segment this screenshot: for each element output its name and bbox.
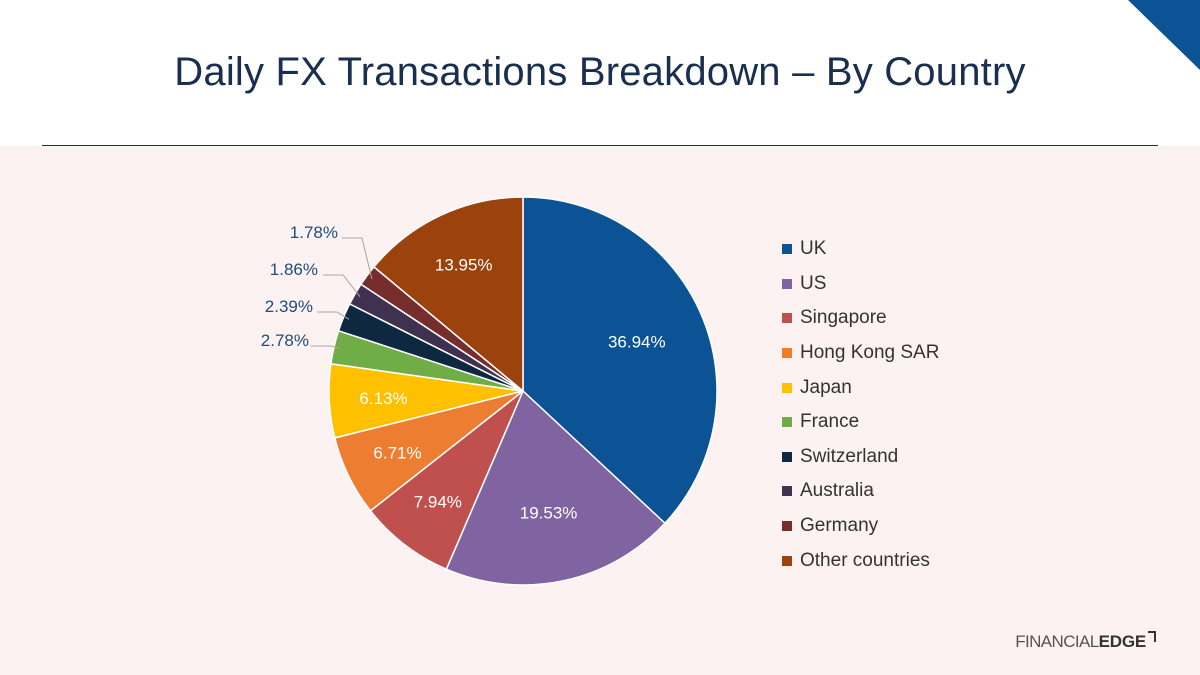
legend-swatch — [782, 244, 792, 255]
data-label-germany: 1.78% — [290, 223, 338, 242]
legend-label: Japan — [800, 376, 852, 398]
data-label-france: 2.78% — [261, 331, 309, 350]
legend-label: Other countries — [800, 549, 930, 571]
data-label-australia: 1.86% — [270, 260, 318, 279]
legend-item-us: US — [782, 267, 939, 302]
pie-slice-uk — [522, 196, 718, 525]
legend-swatch — [782, 313, 792, 324]
legend-label: US — [800, 272, 827, 294]
legend-swatch — [782, 348, 792, 359]
legend-item-singapore: Singapore — [782, 301, 939, 336]
chart-legend: UK US Singapore Hong Kong SAR Japan France Swi… — [782, 232, 939, 578]
brand-name-light: FINANCIAL — [1015, 632, 1099, 651]
leader-line-germany — [342, 237, 373, 280]
legend-item-france: France — [782, 405, 939, 440]
leader-line-switzerland — [317, 311, 350, 320]
legend-swatch — [782, 417, 792, 428]
legend-label: France — [800, 411, 860, 433]
legend-label: Switzerland — [800, 445, 899, 467]
legend-swatch — [782, 451, 792, 462]
title-divider — [42, 145, 1158, 146]
legend-item-other-countries: Other countries — [782, 543, 939, 578]
legend-label: Singapore — [800, 307, 887, 329]
legend-item-japan: Japan — [782, 370, 939, 405]
data-label-other-countries: 13.95% — [435, 256, 493, 275]
legend-label: Germany — [800, 515, 879, 537]
pie-slice-other-countries — [372, 196, 524, 393]
data-label-us: 19.53% — [520, 504, 578, 523]
legend-swatch — [782, 486, 792, 497]
pie-slice-singapore — [369, 390, 524, 571]
corner-accent — [1128, 0, 1200, 70]
legend-swatch — [782, 382, 792, 393]
legend-item-switzerland: Switzerland — [782, 440, 939, 475]
legend-item-uk: UK — [782, 232, 939, 267]
legend-swatch — [782, 555, 792, 566]
legend-item-germany: Germany — [782, 509, 939, 544]
legend-label: Hong Kong SAR — [800, 342, 940, 364]
leader-line-australia — [323, 274, 361, 298]
data-label-hong-kong-sar: 6.71% — [373, 443, 421, 462]
legend-item-australia: Australia — [782, 474, 939, 509]
legend-label: UK — [800, 238, 827, 260]
leader-line-france — [311, 345, 340, 349]
legend-swatch — [782, 521, 792, 532]
data-label-uk: 36.94% — [608, 333, 666, 352]
legend-swatch — [782, 278, 792, 289]
brand-name-bold: EDGE — [1098, 632, 1147, 651]
legend-label: Australia — [800, 480, 874, 502]
page-title: Daily FX Transactions Breakdown – By Cou… — [174, 50, 1026, 94]
brand-logo: FINANCIALEDGE — [1015, 631, 1156, 652]
pie-slice-us — [445, 389, 667, 586]
data-label-japan: 6.13% — [359, 389, 407, 408]
legend-item-hong-kong-sar: Hong Kong SAR — [782, 336, 939, 371]
brand-mark-icon — [1148, 631, 1156, 642]
data-label-singapore: 7.94% — [414, 493, 462, 512]
data-label-switzerland: 2.39% — [265, 297, 313, 316]
